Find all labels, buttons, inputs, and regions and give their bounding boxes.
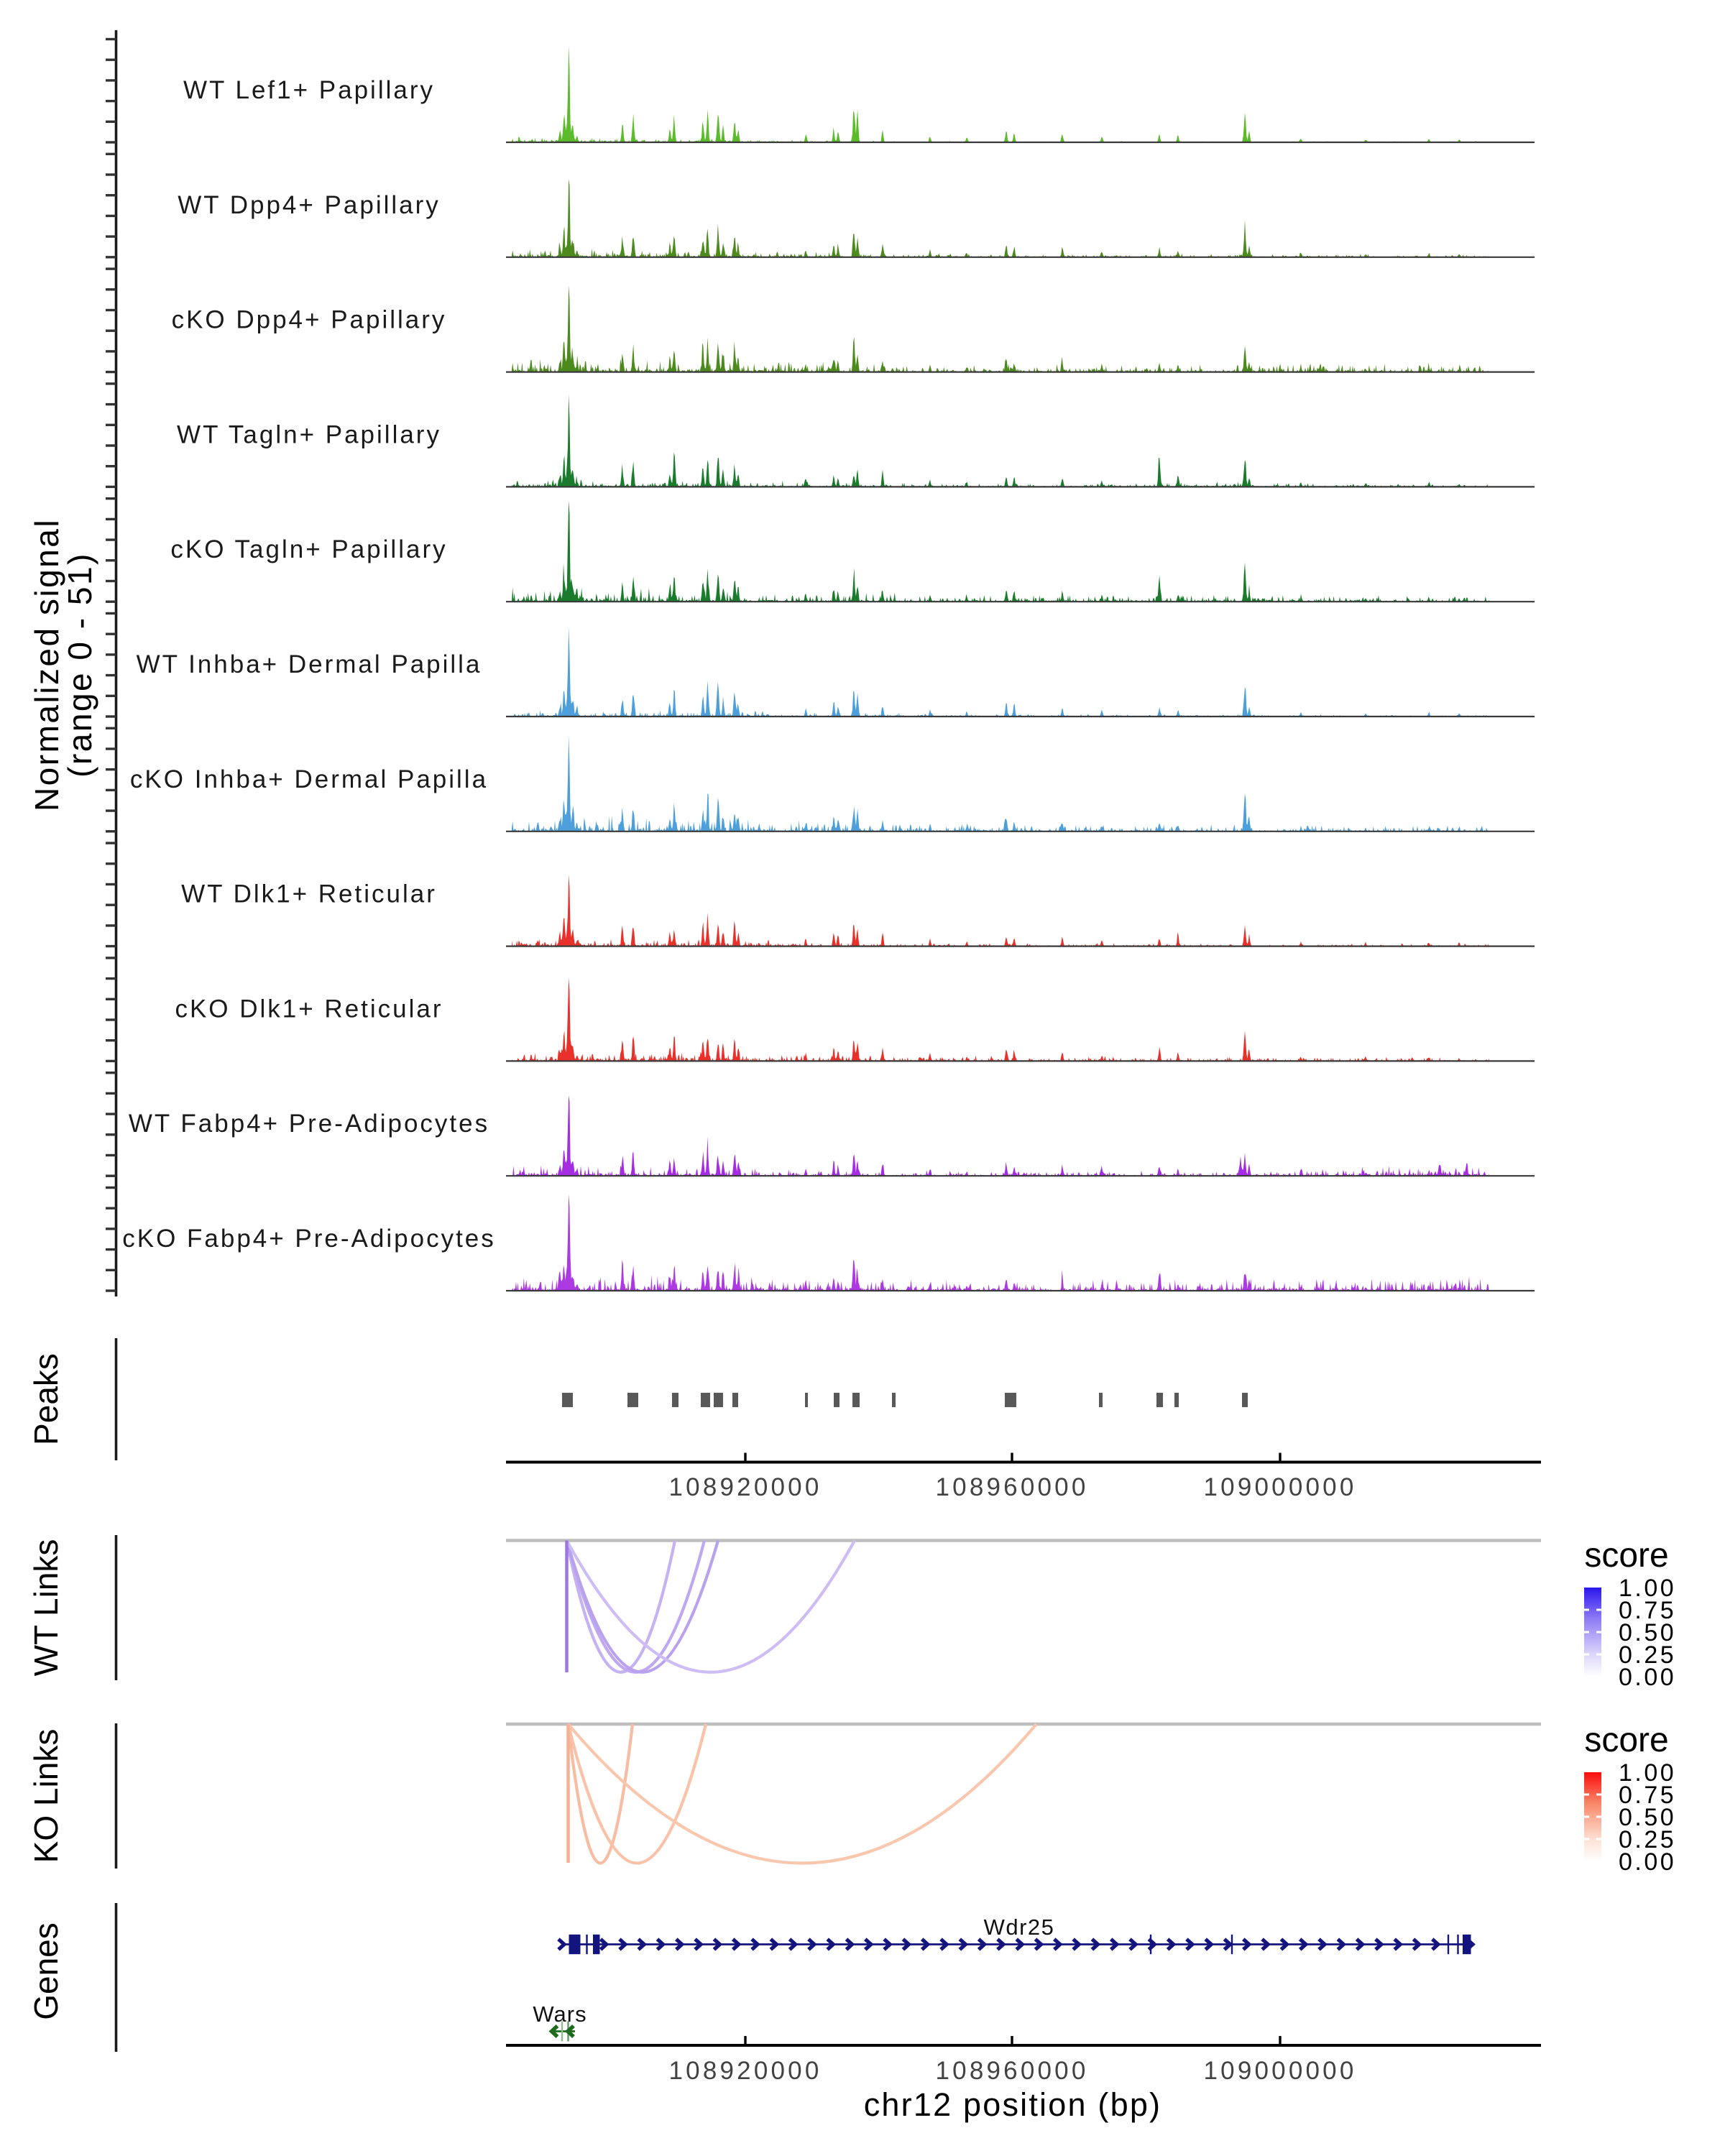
svg-text:108960000: 108960000: [936, 2057, 1089, 2085]
svg-text:108920000: 108920000: [669, 2057, 822, 2085]
svg-text:Genes: Genes: [27, 1922, 65, 2020]
svg-text:WT Inhba+ Dermal Papilla: WT Inhba+ Dermal Papilla: [137, 650, 482, 678]
svg-text:WT Tagln+ Papillary: WT Tagln+ Papillary: [177, 420, 441, 448]
svg-text:Peaks: Peaks: [27, 1353, 65, 1445]
svg-text:108960000: 108960000: [936, 1473, 1089, 1501]
svg-text:WT Lef1+ Papillary: WT Lef1+ Papillary: [183, 76, 435, 104]
svg-text:score: score: [1584, 1721, 1668, 1759]
svg-text:cKO Fabp4+ Pre-Adipocytes: cKO Fabp4+ Pre-Adipocytes: [122, 1225, 496, 1253]
svg-text:WT Dlk1+ Reticular: WT Dlk1+ Reticular: [181, 880, 437, 908]
svg-text:0.25: 0.25: [1619, 1641, 1676, 1669]
svg-text:0.00: 0.00: [1619, 1848, 1676, 1876]
svg-text:109000000: 109000000: [1204, 1473, 1357, 1501]
svg-text:KO Links: KO Links: [27, 1729, 65, 1864]
svg-text:WT Links: WT Links: [27, 1539, 65, 1677]
svg-text:cKO Tagln+ Papillary: cKO Tagln+ Papillary: [170, 535, 447, 563]
svg-text:WT Dpp4+ Papillary: WT Dpp4+ Papillary: [178, 191, 441, 219]
svg-text:score: score: [1584, 1537, 1668, 1575]
svg-text:chr12 position (bp): chr12 position (bp): [864, 2086, 1162, 2123]
svg-text:1.00: 1.00: [1619, 1759, 1676, 1787]
svg-text:0.00: 0.00: [1619, 1664, 1676, 1691]
svg-text:0.50: 0.50: [1619, 1619, 1676, 1646]
svg-text:0.50: 0.50: [1619, 1804, 1676, 1831]
svg-text:109000000: 109000000: [1204, 2057, 1357, 2085]
svg-text:1.00: 1.00: [1619, 1575, 1676, 1602]
svg-text:(range 0 - 51): (range 0 - 51): [61, 552, 98, 778]
svg-text:Wdr25: Wdr25: [984, 1915, 1055, 1940]
svg-text:Wars: Wars: [533, 2001, 586, 2027]
svg-text:0.75: 0.75: [1619, 1597, 1676, 1624]
svg-text:108920000: 108920000: [669, 1473, 822, 1501]
svg-text:Normalized signal: Normalized signal: [28, 518, 65, 811]
svg-text:cKO Dpp4+ Papillary: cKO Dpp4+ Papillary: [172, 306, 447, 334]
svg-text:0.75: 0.75: [1619, 1782, 1676, 1809]
svg-text:cKO Dlk1+ Reticular: cKO Dlk1+ Reticular: [175, 995, 443, 1023]
svg-text:cKO Inhba+ Dermal Papilla: cKO Inhba+ Dermal Papilla: [130, 765, 488, 793]
svg-text:WT Fabp4+ Pre-Adipocytes: WT Fabp4+ Pre-Adipocytes: [129, 1110, 489, 1138]
svg-text:0.25: 0.25: [1619, 1826, 1676, 1853]
